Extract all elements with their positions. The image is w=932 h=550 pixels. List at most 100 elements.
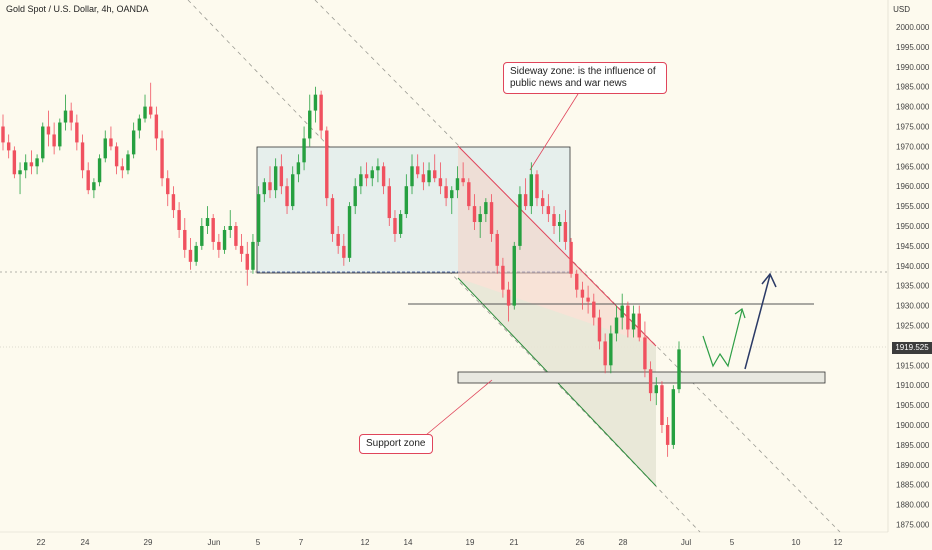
candle-body[interactable] [52, 134, 56, 147]
candle-body[interactable] [620, 305, 624, 318]
candle-body[interactable] [444, 186, 448, 199]
candle-body[interactable] [86, 170, 90, 191]
candle-body[interactable] [92, 182, 96, 191]
candle-body[interactable] [455, 178, 460, 191]
candle-body[interactable] [603, 341, 607, 366]
candle-body[interactable] [654, 385, 658, 394]
candle-body[interactable] [569, 241, 573, 274]
candle-body[interactable] [489, 202, 494, 234]
candle-body[interactable] [18, 170, 22, 175]
candle-body[interactable] [467, 182, 471, 207]
candle-body[interactable] [665, 425, 670, 445]
candle-body[interactable] [472, 206, 477, 223]
candle-body[interactable] [177, 210, 181, 230]
candle-body[interactable] [586, 297, 590, 302]
candle-body[interactable] [364, 174, 369, 179]
candle-body[interactable] [523, 194, 528, 207]
candle-body[interactable] [80, 142, 85, 171]
candle-body[interactable] [160, 138, 164, 179]
candle-body[interactable] [41, 126, 45, 159]
candle-body[interactable] [296, 162, 301, 175]
candle-body[interactable] [558, 222, 562, 226]
candle-body[interactable] [643, 337, 647, 370]
candle-body[interactable] [546, 206, 551, 215]
candle-body[interactable] [506, 289, 511, 306]
candle-body[interactable] [29, 162, 34, 167]
candle-body[interactable] [75, 122, 79, 143]
candle-body[interactable] [239, 245, 244, 254]
candle-body[interactable] [660, 385, 664, 425]
candle-body[interactable] [631, 313, 636, 330]
candle-body[interactable] [563, 222, 568, 242]
candle-body[interactable] [211, 218, 215, 242]
candle-body[interactable] [637, 313, 641, 338]
candle-body[interactable] [12, 150, 17, 175]
candle-body[interactable] [319, 94, 323, 131]
candle-body[interactable] [529, 174, 534, 207]
projection-path-green[interactable] [702, 309, 743, 368]
candle-body[interactable] [285, 186, 289, 207]
candle-body[interactable] [126, 154, 130, 171]
candle-body[interactable] [35, 158, 39, 167]
candle-body[interactable] [279, 166, 284, 187]
candle-body[interactable] [1, 126, 5, 143]
candle-body[interactable] [592, 301, 596, 318]
candle-body[interactable] [268, 182, 272, 191]
candle-body[interactable] [148, 106, 153, 115]
candle-body[interactable] [166, 178, 170, 195]
candle-body[interactable] [381, 166, 386, 187]
candle-body[interactable] [478, 214, 482, 223]
sideway-zone-callout[interactable]: Sideway zone: is the influence of public… [503, 62, 667, 94]
candle-body[interactable] [540, 198, 545, 207]
candle-body[interactable] [614, 317, 619, 334]
candle-body[interactable] [137, 118, 142, 131]
candle-body[interactable] [69, 110, 73, 123]
candle-body[interactable] [370, 170, 374, 179]
candle-body[interactable] [353, 186, 357, 207]
candle-body[interactable] [671, 389, 676, 445]
candle-body[interactable] [143, 106, 147, 119]
candle-body[interactable] [251, 241, 255, 270]
candle-body[interactable] [97, 158, 102, 183]
candle-body[interactable] [302, 138, 306, 163]
support-zone-callout[interactable]: Support zone [359, 434, 433, 454]
candle-body[interactable] [154, 114, 159, 139]
candle-body[interactable] [228, 226, 232, 230]
candle-body[interactable] [103, 138, 107, 159]
candle-body[interactable] [256, 194, 261, 242]
candle-body[interactable] [347, 206, 352, 258]
candle-body[interactable] [609, 333, 613, 366]
candle-body[interactable] [188, 249, 193, 262]
candle-body[interactable] [58, 122, 62, 147]
candle-body[interactable] [427, 170, 431, 183]
candle-body[interactable] [461, 178, 465, 183]
candle-body[interactable] [24, 162, 28, 171]
candle-body[interactable] [6, 142, 11, 151]
candle-body[interactable] [194, 245, 198, 262]
candle-body[interactable] [518, 194, 522, 246]
candle-body[interactable] [342, 245, 346, 258]
candle-body[interactable] [217, 241, 221, 250]
candle-body[interactable] [46, 126, 51, 135]
candle-body[interactable] [245, 253, 249, 270]
candle-body[interactable] [575, 273, 579, 290]
candle-body[interactable] [273, 166, 278, 191]
candle-body[interactable] [120, 166, 124, 171]
support-zone-box[interactable] [457, 371, 826, 384]
candle-body[interactable] [410, 166, 414, 187]
candle-body[interactable] [433, 170, 437, 179]
candle-body[interactable] [552, 214, 556, 226]
candle-body[interactable] [450, 190, 454, 199]
candle-body[interactable] [626, 305, 630, 330]
candle-body[interactable] [438, 178, 443, 187]
projection-path-navy[interactable] [744, 274, 771, 370]
candle-body[interactable] [205, 218, 210, 226]
candle-body[interactable] [677, 349, 681, 390]
candle-body[interactable] [308, 110, 312, 139]
candle-body[interactable] [325, 130, 329, 199]
candle-body[interactable] [421, 174, 426, 183]
candle-body[interactable] [313, 94, 318, 111]
candle-body[interactable] [291, 174, 295, 207]
candle-body[interactable] [484, 202, 488, 215]
candle-body[interactable] [183, 229, 187, 250]
